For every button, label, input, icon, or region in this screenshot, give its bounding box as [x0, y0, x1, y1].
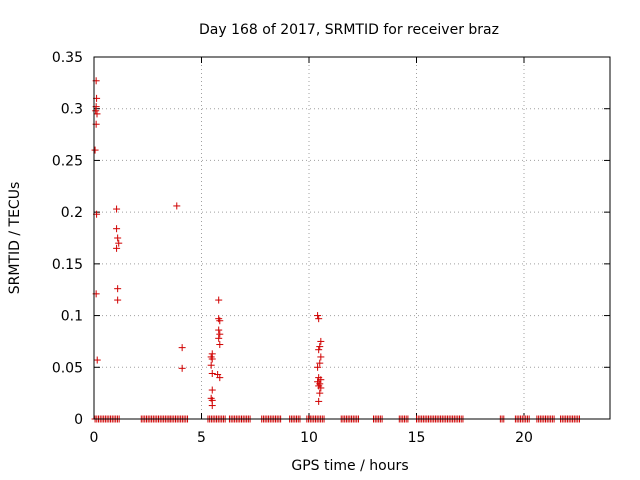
axis-ticks: [93, 56, 610, 420]
y-tick-label: 0.1: [61, 309, 83, 325]
data-point: [178, 364, 186, 372]
y-tick-label: 0.15: [52, 257, 83, 273]
data-point: [113, 205, 121, 213]
data-point: [215, 326, 223, 334]
data-point: [315, 315, 323, 323]
data-point: [315, 346, 323, 354]
data-point: [208, 355, 216, 363]
data-point: [114, 234, 122, 242]
tick-labels: 0 0.05 0.1 0.15 0.2 0.25 0.3 0.35 0 5 10 15 20: [52, 50, 533, 446]
data-point: [113, 225, 121, 233]
data-point: [316, 359, 324, 367]
data-point: [314, 363, 322, 371]
data-point: [113, 244, 121, 252]
data-point: [315, 397, 323, 405]
data-point: [178, 344, 186, 352]
y-tick-label: 0.35: [52, 50, 83, 66]
data-point: [216, 341, 224, 349]
y-tick-label: 0.3: [61, 102, 83, 118]
data-point: [208, 386, 216, 394]
data-point: [316, 389, 324, 397]
data-point: [317, 337, 325, 345]
data-points: [91, 77, 583, 423]
y-tick-label: 0.2: [61, 205, 83, 221]
data-point: [93, 356, 101, 364]
data-point: [208, 369, 216, 377]
data-point: [314, 312, 322, 320]
y-axis-label: SRMTID / TECUs: [7, 182, 23, 295]
x-tick-label: 5: [197, 430, 206, 446]
data-point: [317, 353, 325, 361]
x-tick-label: 0: [90, 430, 99, 446]
chart-title: Day 168 of 2017, SRMTID for receiver bra…: [199, 22, 499, 38]
data-point: [316, 343, 324, 351]
data-point: [115, 239, 123, 247]
y-tick-label: 0.25: [52, 153, 83, 169]
data-point: [114, 296, 122, 304]
grid-lines: [94, 57, 610, 419]
x-tick-label: 15: [408, 430, 426, 446]
y-tick-label: 0.05: [52, 360, 83, 376]
data-point: [92, 107, 100, 115]
data-point: [317, 384, 325, 392]
x-tick-label: 10: [300, 430, 318, 446]
x-axis-label: GPS time / hours: [291, 458, 408, 474]
y-tick-label: 0: [74, 412, 83, 428]
data-point: [215, 334, 223, 342]
data-point: [216, 330, 224, 338]
plot-frame: [93, 56, 611, 420]
data-point: [216, 317, 224, 325]
data-point: [215, 296, 223, 304]
data-point: [207, 361, 215, 369]
data-point: [114, 285, 122, 293]
data-point: [93, 110, 101, 118]
data-point: [91, 146, 99, 154]
data-point: [216, 374, 224, 382]
x-tick-label: 20: [515, 430, 533, 446]
data-point: [173, 202, 181, 210]
data-point: [208, 402, 216, 410]
